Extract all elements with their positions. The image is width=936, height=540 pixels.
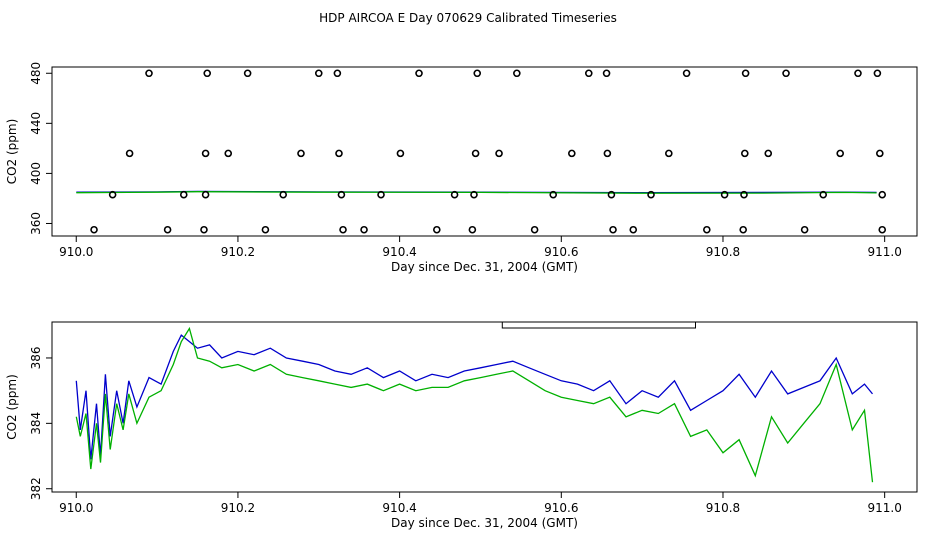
data-point [339, 225, 347, 234]
x-tick-label: 910.2 [221, 501, 255, 515]
data-point [468, 225, 477, 234]
data-point [145, 69, 153, 78]
data-point [513, 69, 521, 78]
panel-top: 910.0 910.2 910.4 910.6 910.8 911.0 Day since … [5, 62, 918, 274]
y-tick-label: 440 [29, 112, 43, 135]
x-tick-label: 910.4 [382, 245, 416, 259]
data-point [279, 190, 288, 199]
y-tick-label: 384 [29, 412, 43, 435]
data-point [337, 190, 346, 199]
data-point [800, 225, 809, 234]
x-axis-label: Day since Dec. 31, 2004 (GMT) [391, 260, 578, 274]
data-point [433, 225, 441, 234]
data-point [741, 149, 749, 158]
data-point [470, 190, 478, 199]
y-axis-label: CO2 (ppm) [5, 119, 19, 185]
x-tick-label: 910.8 [706, 501, 740, 515]
data-point [607, 190, 616, 199]
data-point [764, 149, 773, 158]
x-tick-label: 910.2 [221, 245, 255, 259]
data-point [243, 69, 252, 78]
data-point [878, 225, 887, 234]
y-tick-label: 382 [29, 477, 43, 500]
data-point [314, 69, 323, 78]
data-point [740, 190, 748, 199]
data-point [377, 190, 385, 199]
data-point [530, 225, 539, 234]
data-point [473, 69, 482, 78]
data-point [739, 225, 747, 234]
data-point [873, 69, 882, 78]
x-tick-label: 911.0 [867, 245, 901, 259]
y-tick-label: 400 [29, 162, 43, 185]
data-point [819, 190, 828, 199]
panel-bottom: 910.0 910.2 910.4 910.6 910.8 911.0 Day since … [5, 321, 918, 530]
data-point [782, 69, 790, 78]
x-tick-label: 910.6 [544, 501, 578, 515]
y-tick-label: 480 [29, 62, 43, 85]
data-point [647, 190, 655, 199]
x-tick-label: 910.0 [59, 245, 93, 259]
data-point [878, 190, 887, 199]
data-point [703, 225, 711, 234]
data-point [179, 190, 188, 199]
data-point [854, 69, 862, 78]
data-point [471, 149, 480, 158]
data-point [297, 149, 305, 158]
data-point [203, 69, 212, 78]
series-line-green [75, 326, 874, 483]
data-point [836, 149, 845, 158]
data-point [665, 149, 673, 158]
data-point [603, 149, 612, 158]
data-point [450, 190, 459, 199]
data-point [360, 225, 368, 234]
data-point [415, 69, 423, 78]
data-point [125, 149, 134, 158]
plot-frame [51, 66, 918, 237]
data-point [200, 225, 208, 234]
plot-frame [51, 321, 918, 493]
data-point [584, 69, 593, 78]
x-tick-label: 910.8 [706, 245, 740, 259]
data-point [201, 149, 210, 158]
data-point [261, 225, 270, 234]
data-point [224, 149, 233, 158]
x-tick-label: 911.0 [867, 501, 901, 515]
x-tick-label: 910.4 [382, 501, 416, 515]
data-point [568, 149, 576, 158]
data-point [629, 225, 638, 234]
y-tick-label: 360 [29, 212, 43, 235]
data-point [108, 190, 117, 199]
data-point [201, 190, 210, 199]
x-tick-label: 910.0 [59, 501, 93, 515]
y-tick-label: 386 [29, 347, 43, 370]
figure-title: HDP AIRCOA E Day 070629 Calibrated Times… [319, 11, 617, 25]
range-bracket [501, 322, 696, 329]
data-point [335, 149, 343, 158]
series-line-green [76, 191, 877, 194]
data-point [549, 190, 558, 199]
series-line-blue [75, 334, 874, 460]
data-point [90, 225, 98, 234]
data-point [720, 190, 729, 199]
data-point [333, 69, 342, 78]
data-point [876, 149, 884, 158]
data-point [602, 69, 611, 78]
data-point [609, 225, 617, 234]
data-point [495, 149, 503, 158]
data-point [682, 69, 691, 78]
y-axis-label: CO2 (ppm) [5, 374, 19, 440]
x-axis-label: Day since Dec. 31, 2004 (GMT) [391, 516, 578, 530]
x-tick-label: 910.6 [544, 245, 578, 259]
data-point [741, 69, 750, 78]
data-point [396, 149, 405, 158]
data-point [163, 225, 172, 234]
